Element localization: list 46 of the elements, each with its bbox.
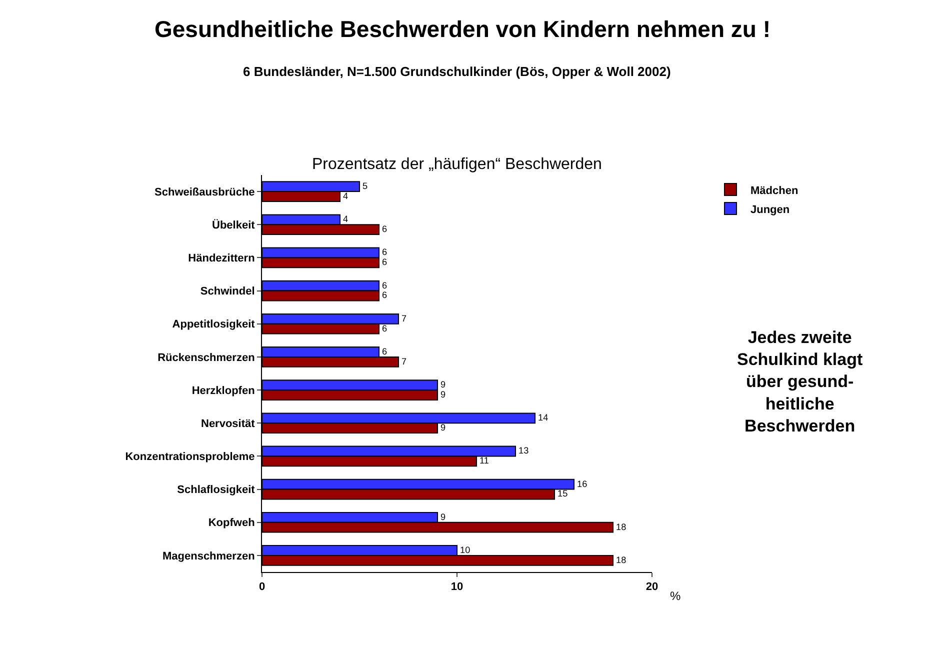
y-tick-label: Schlaflosigkeit bbox=[177, 484, 256, 496]
data-label: 6 bbox=[382, 323, 388, 334]
chart-title: Gesundheitliche Beschwerden von Kindern nehmen zu ! bbox=[154, 16, 770, 42]
data-label: 9 bbox=[440, 389, 446, 400]
y-tick-label: Schweißausbrüche bbox=[154, 186, 255, 198]
data-label: 6 bbox=[382, 346, 388, 356]
data-label: 6 bbox=[382, 224, 388, 234]
data-label: 7 bbox=[402, 356, 407, 366]
data-label: 6 bbox=[382, 257, 388, 268]
data-label: 6 bbox=[382, 247, 388, 258]
data-label: 11 bbox=[480, 456, 489, 466]
x-tick-label: 10 bbox=[450, 581, 464, 594]
y-tick-label: Rückenschmerzen bbox=[158, 352, 256, 364]
x-axis-title: % bbox=[670, 589, 681, 603]
y-tick-label: Nervosität bbox=[201, 418, 256, 430]
legend-label: Jungen bbox=[750, 204, 790, 216]
data-label: 9 bbox=[440, 380, 446, 390]
text: Jedes zweite Schulkind klagt über gesund- heitliche Beschwerden bbox=[737, 328, 863, 436]
y-tick-label: Schwindel bbox=[200, 286, 255, 298]
chart-subtitle: 6 Bundesländer, N=1.500 Grundschulkinder (Bös, Opper & Woll 2002) bbox=[243, 64, 671, 79]
data-label: 10 bbox=[460, 544, 470, 555]
data-label: 9 bbox=[440, 422, 446, 433]
data-label: 6 bbox=[382, 280, 388, 290]
data-label: 9 bbox=[440, 512, 446, 522]
data-label: 16 bbox=[577, 478, 588, 489]
data-label: 15 bbox=[558, 488, 568, 499]
data-label: 14 bbox=[538, 412, 548, 423]
text: Prozentsatz der „häufigen“ Beschwerden bbox=[312, 156, 602, 173]
data-label: 5 bbox=[362, 181, 368, 192]
data-label: 4 bbox=[343, 190, 348, 201]
y-tick-label: Herzklopfen bbox=[192, 384, 256, 397]
y-tick-label: Kopfweh bbox=[208, 517, 256, 530]
legend-label: Mädchen bbox=[750, 184, 798, 197]
y-tick-label: Händezittern bbox=[188, 252, 256, 265]
data-label: 7 bbox=[402, 313, 407, 324]
data-label: 6 bbox=[382, 290, 388, 300]
x-tick-label: 20 bbox=[646, 581, 658, 594]
data-label: 18 bbox=[616, 522, 626, 532]
data-label: 18 bbox=[616, 554, 626, 565]
y-tick-label: Übelkeit bbox=[212, 218, 256, 232]
data-label: 4 bbox=[343, 214, 348, 224]
y-tick-label: Magenschmerzen bbox=[162, 550, 256, 562]
y-tick-label: Appetitlosigkeit bbox=[172, 318, 256, 331]
x-tick-label: 0 bbox=[258, 581, 266, 594]
y-tick-label: Konzentrationsprobleme bbox=[125, 451, 255, 464]
data-label: 13 bbox=[518, 446, 529, 456]
